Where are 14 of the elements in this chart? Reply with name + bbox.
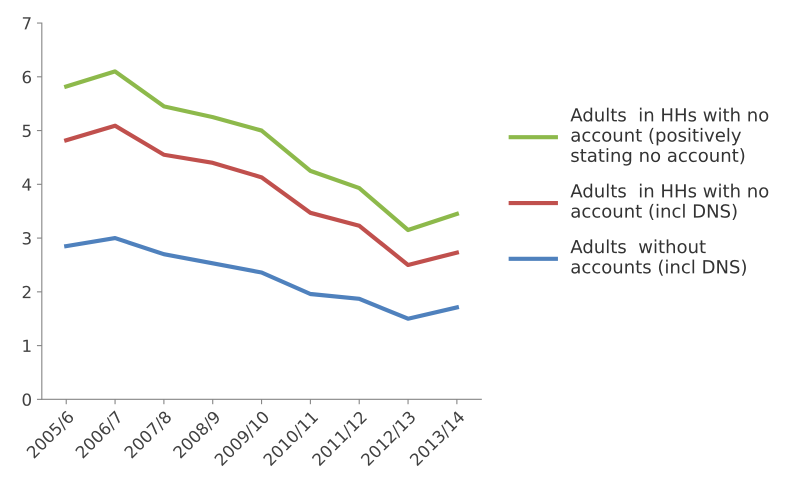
- y-tick-label: 0: [22, 393, 31, 406]
- y-tick-label: 4: [22, 178, 32, 191]
- line-series: [64, 236, 459, 321]
- legend-label: Adults in HHs with no account (incl DNS): [570, 184, 768, 220]
- line-series: [64, 124, 459, 268]
- y-tick-label: 1: [23, 340, 31, 352]
- legend-label: Adults in HHs with no account (positively stating no account): [570, 108, 768, 166]
- y-tick-label: 2: [22, 286, 30, 298]
- y-tick-label: 5: [22, 124, 31, 138]
- y-tick-label: 7: [22, 17, 31, 30]
- line-series: [64, 69, 459, 232]
- y-tick-label: 3: [22, 232, 31, 245]
- legend-label: Adults without accounts (incl DNS): [570, 239, 746, 276]
- y-tick-label: 6: [22, 70, 32, 84]
